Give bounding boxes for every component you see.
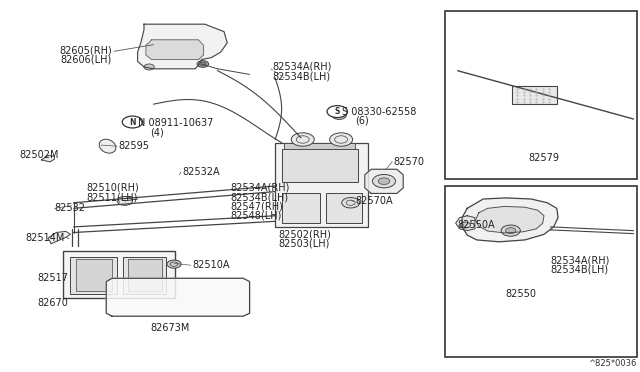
Bar (326, 193, 362, 223)
Text: 82570: 82570 (394, 157, 424, 167)
Text: (4): (4) (150, 127, 164, 137)
Text: 82534B(LH): 82534B(LH) (230, 192, 289, 202)
Polygon shape (365, 169, 403, 193)
Text: 82510A: 82510A (192, 260, 230, 270)
Circle shape (197, 61, 209, 67)
Circle shape (291, 133, 314, 146)
Ellipse shape (99, 139, 116, 153)
Circle shape (372, 174, 396, 188)
Bar (445, 186, 637, 357)
Text: 82514M: 82514M (26, 233, 65, 243)
Text: 82510(RH): 82510(RH) (86, 183, 139, 193)
Text: 82534B(LH): 82534B(LH) (272, 71, 330, 81)
Text: (6): (6) (355, 116, 369, 126)
Bar (512, 86, 557, 104)
Circle shape (144, 64, 154, 70)
Bar (282, 193, 320, 223)
Text: 82532A: 82532A (182, 167, 220, 177)
Text: 82605(RH): 82605(RH) (60, 45, 112, 55)
Bar (123, 257, 166, 294)
Circle shape (117, 196, 132, 205)
Bar (128, 259, 162, 291)
Circle shape (122, 116, 143, 128)
Bar (70, 257, 117, 294)
Text: 82534A(RH): 82534A(RH) (550, 256, 610, 265)
Polygon shape (146, 40, 204, 60)
Polygon shape (48, 231, 70, 244)
Circle shape (327, 106, 348, 118)
Text: 82517: 82517 (37, 273, 68, 283)
Text: 82550A: 82550A (457, 220, 495, 230)
Circle shape (167, 260, 181, 268)
Text: 82534A(RH): 82534A(RH) (230, 183, 290, 193)
Text: 82570A: 82570A (355, 196, 393, 206)
Circle shape (332, 111, 346, 119)
Text: 82673M: 82673M (150, 323, 190, 333)
Circle shape (330, 133, 353, 146)
Bar (284, 143, 355, 149)
Bar (63, 251, 175, 298)
Text: 82547(RH): 82547(RH) (230, 202, 284, 211)
Text: 82548(LH): 82548(LH) (230, 211, 282, 221)
Text: 82534B(LH): 82534B(LH) (550, 265, 609, 275)
Polygon shape (42, 155, 54, 162)
Text: 82595: 82595 (118, 141, 149, 151)
Text: 82670: 82670 (37, 298, 68, 308)
Circle shape (342, 198, 360, 208)
Circle shape (378, 178, 390, 185)
Bar (282, 149, 358, 182)
Circle shape (200, 62, 206, 66)
Text: S 08330-62558: S 08330-62558 (342, 107, 417, 116)
Bar (445, 11, 637, 179)
Text: ^825*0036: ^825*0036 (588, 359, 637, 368)
Circle shape (501, 225, 520, 236)
Text: N 08911-10637: N 08911-10637 (138, 118, 213, 128)
Text: 82502M: 82502M (19, 151, 59, 160)
Text: 82606(LH): 82606(LH) (61, 55, 112, 64)
Polygon shape (462, 198, 558, 242)
Polygon shape (106, 278, 250, 316)
Text: 82502(RH): 82502(RH) (278, 230, 332, 239)
Polygon shape (476, 206, 544, 233)
Text: 82550: 82550 (506, 289, 536, 299)
Text: 82579: 82579 (528, 153, 559, 163)
Circle shape (460, 222, 470, 228)
Polygon shape (456, 216, 475, 231)
Text: 82532: 82532 (54, 203, 85, 213)
Circle shape (506, 228, 516, 234)
Bar (275, 143, 368, 227)
Text: 82511(LH): 82511(LH) (86, 192, 138, 202)
Text: N: N (129, 118, 136, 126)
Bar (76, 259, 112, 291)
Text: S: S (335, 107, 340, 116)
Text: 82534A(RH): 82534A(RH) (272, 62, 332, 72)
Text: 82503(LH): 82503(LH) (278, 239, 330, 248)
Polygon shape (138, 24, 227, 69)
